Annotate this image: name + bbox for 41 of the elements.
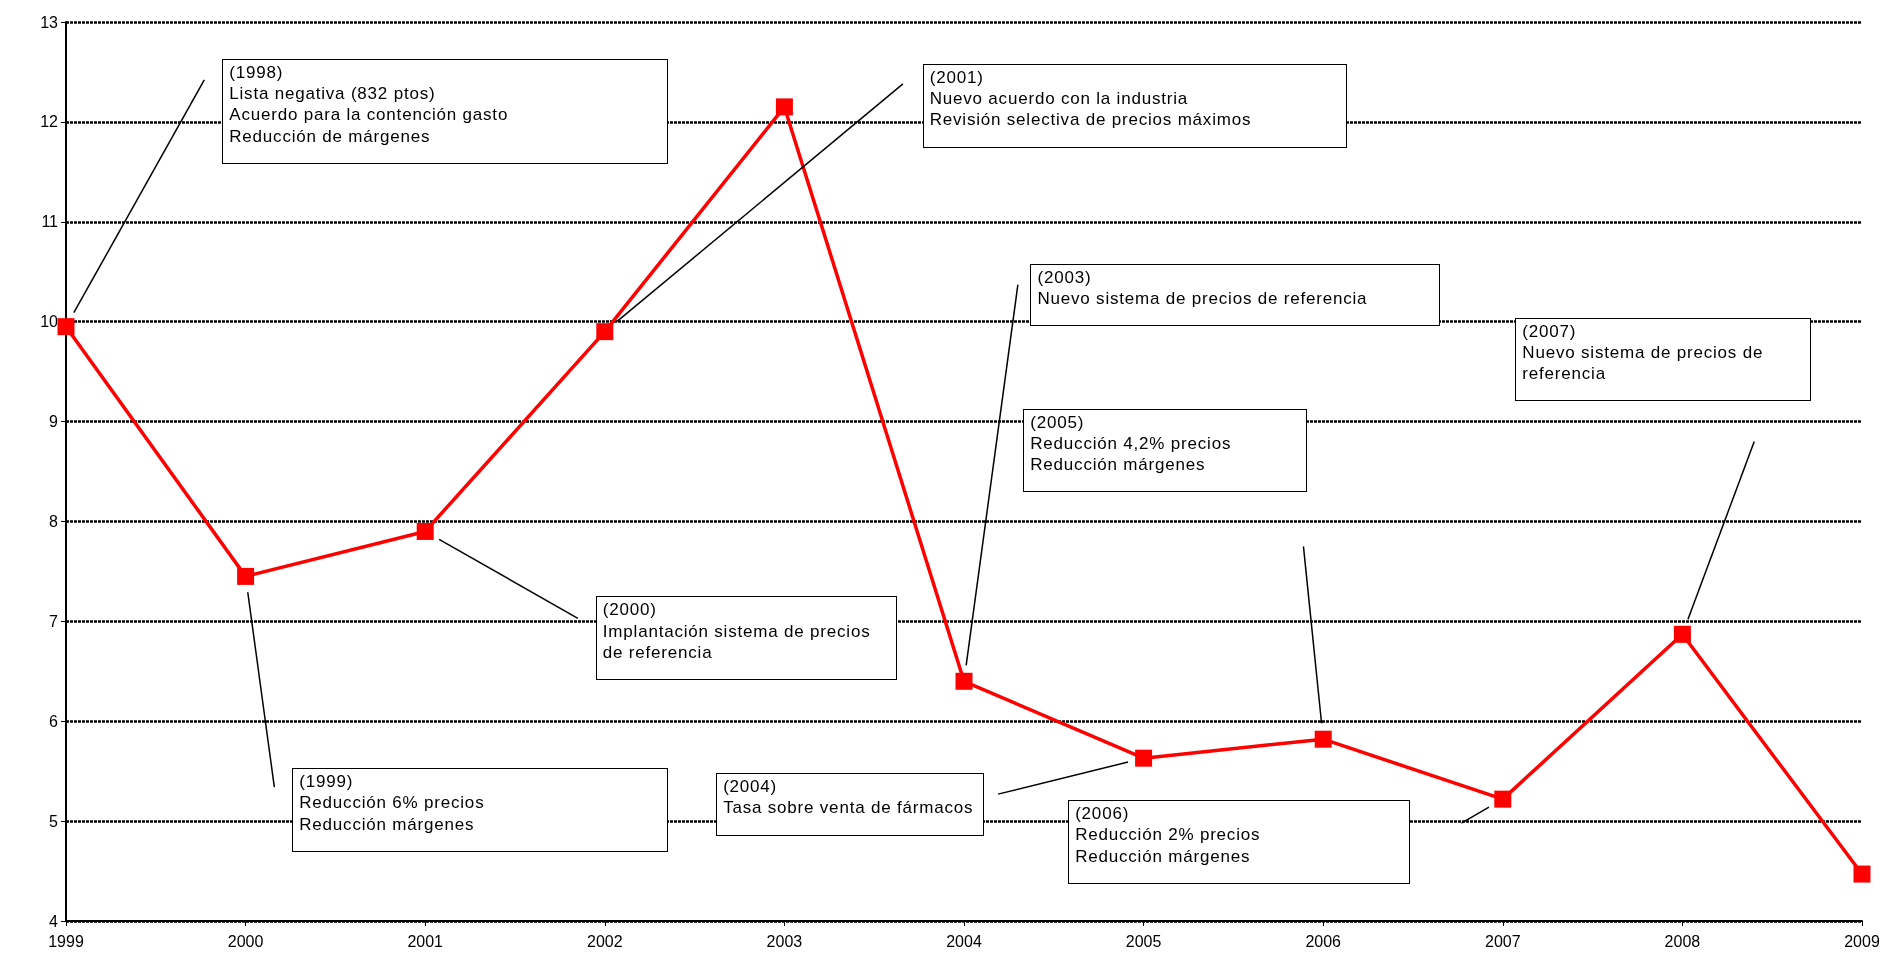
point: [775, 98, 793, 116]
x-tick-label: 2002: [587, 932, 623, 950]
x-tick-label: 2008: [1664, 932, 1701, 950]
y-tick-label: 7: [49, 612, 59, 630]
text-box: (2000) Implantación sistema de precios de referencia: [595, 596, 897, 681]
text-box: (1999) Reducción 6% precios Reducción márgenes: [292, 768, 669, 852]
x-tick-label: 2001: [407, 932, 444, 950]
point: [596, 323, 614, 341]
y-tick-label: 8: [49, 512, 59, 530]
point: [1314, 730, 1332, 748]
x-tick-label: 2009: [1844, 932, 1880, 950]
y-tick-label: 13: [40, 13, 59, 31]
point: [1135, 749, 1153, 767]
point: [1853, 865, 1871, 883]
text-box: (2001) Nuevo acuerdo con la industria Revisión selectiva de precios máximos: [922, 63, 1347, 148]
y-tick-label: 11: [41, 213, 59, 231]
x-tick-label: 2007: [1485, 932, 1521, 950]
text-box: (2006) Reducción 2% precios Reducción márgenes: [1068, 800, 1411, 884]
text-box: (1998) Lista negativa (832 ptos) Acuerdo para la contención gasto Reducción de márgenes: [222, 58, 669, 164]
point: [955, 672, 973, 690]
x-tick-label: 2006: [1305, 932, 1342, 950]
x-tick-label: 2000: [227, 932, 264, 950]
y-tick-label: 10: [40, 313, 59, 331]
y-tick-label: 12: [40, 113, 59, 131]
y-tick-label: 5: [49, 812, 59, 830]
y-tick-label: 6: [49, 712, 59, 730]
text-box: (2003) Nuevo sistema de precios de referencia: [1030, 263, 1441, 327]
point: [1673, 625, 1691, 643]
text-box: (2007) Nuevo sistema de precios de referencia: [1515, 317, 1812, 402]
x-tick-label: 2003: [766, 932, 803, 950]
text-box: (2004) Tasa sobre venta de fármacos: [716, 773, 985, 836]
x-tick-label: 2004: [946, 932, 982, 950]
point: [57, 318, 75, 336]
x-tick-label: 1999: [48, 932, 84, 950]
y-tick-label: 9: [49, 413, 59, 431]
point: [237, 567, 255, 585]
point: [416, 522, 434, 540]
text-box: (2005) Reducción 4,2% precios Reducción márgenes: [1023, 408, 1308, 493]
point: [1494, 790, 1512, 808]
y-tick-label: 4: [49, 912, 59, 930]
x-tick-label: 2005: [1125, 932, 1162, 950]
